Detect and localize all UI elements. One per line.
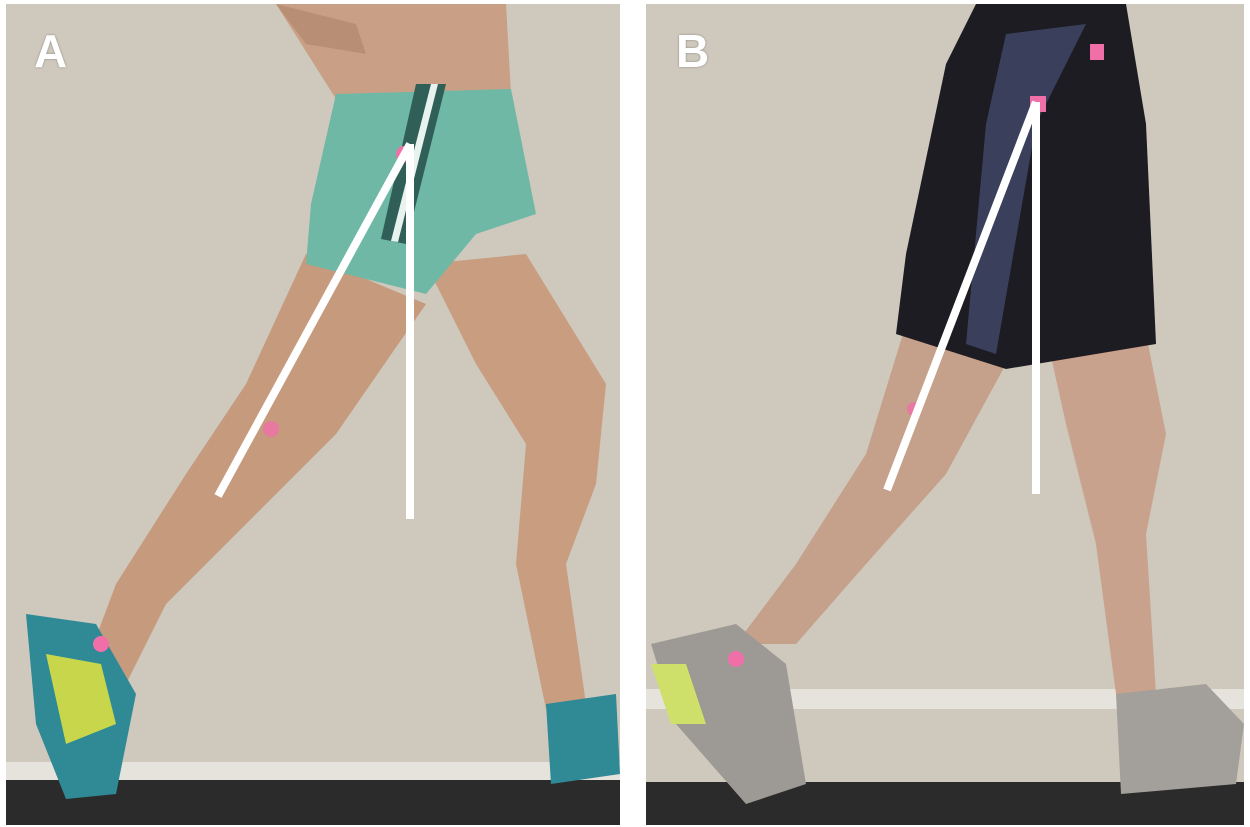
runner-b-photo bbox=[646, 4, 1244, 825]
thigh-angle-line bbox=[214, 142, 414, 498]
teal-shorts bbox=[306, 89, 536, 294]
rear-shoe-accent bbox=[46, 654, 116, 744]
baseboard bbox=[6, 762, 620, 780]
front-leg bbox=[1046, 334, 1166, 694]
thigh-angle-line bbox=[883, 100, 1040, 492]
baseboard bbox=[646, 689, 1244, 709]
arm bbox=[276, 4, 366, 54]
front-leg bbox=[426, 254, 606, 709]
rear-leg bbox=[86, 254, 426, 684]
panel-label-b: B bbox=[676, 25, 710, 77]
photo-panel-b: B bbox=[646, 4, 1244, 825]
runner-a-photo bbox=[6, 4, 620, 825]
photo-panel-a: A bbox=[6, 4, 620, 825]
black-shorts bbox=[896, 4, 1156, 369]
panel-label-a: A bbox=[34, 25, 68, 77]
front-shoe bbox=[546, 694, 620, 784]
shorts-stripe-white bbox=[391, 84, 438, 242]
rear-shoe-accent bbox=[651, 664, 706, 724]
knee-marker bbox=[263, 421, 279, 437]
rear-shoe bbox=[651, 624, 806, 804]
navy-panel bbox=[966, 24, 1086, 354]
upper-marker bbox=[1090, 44, 1104, 60]
ankle-marker bbox=[728, 651, 744, 667]
ankle-marker bbox=[93, 636, 109, 652]
front-shoe bbox=[1116, 684, 1244, 794]
rear-leg bbox=[736, 324, 1006, 644]
